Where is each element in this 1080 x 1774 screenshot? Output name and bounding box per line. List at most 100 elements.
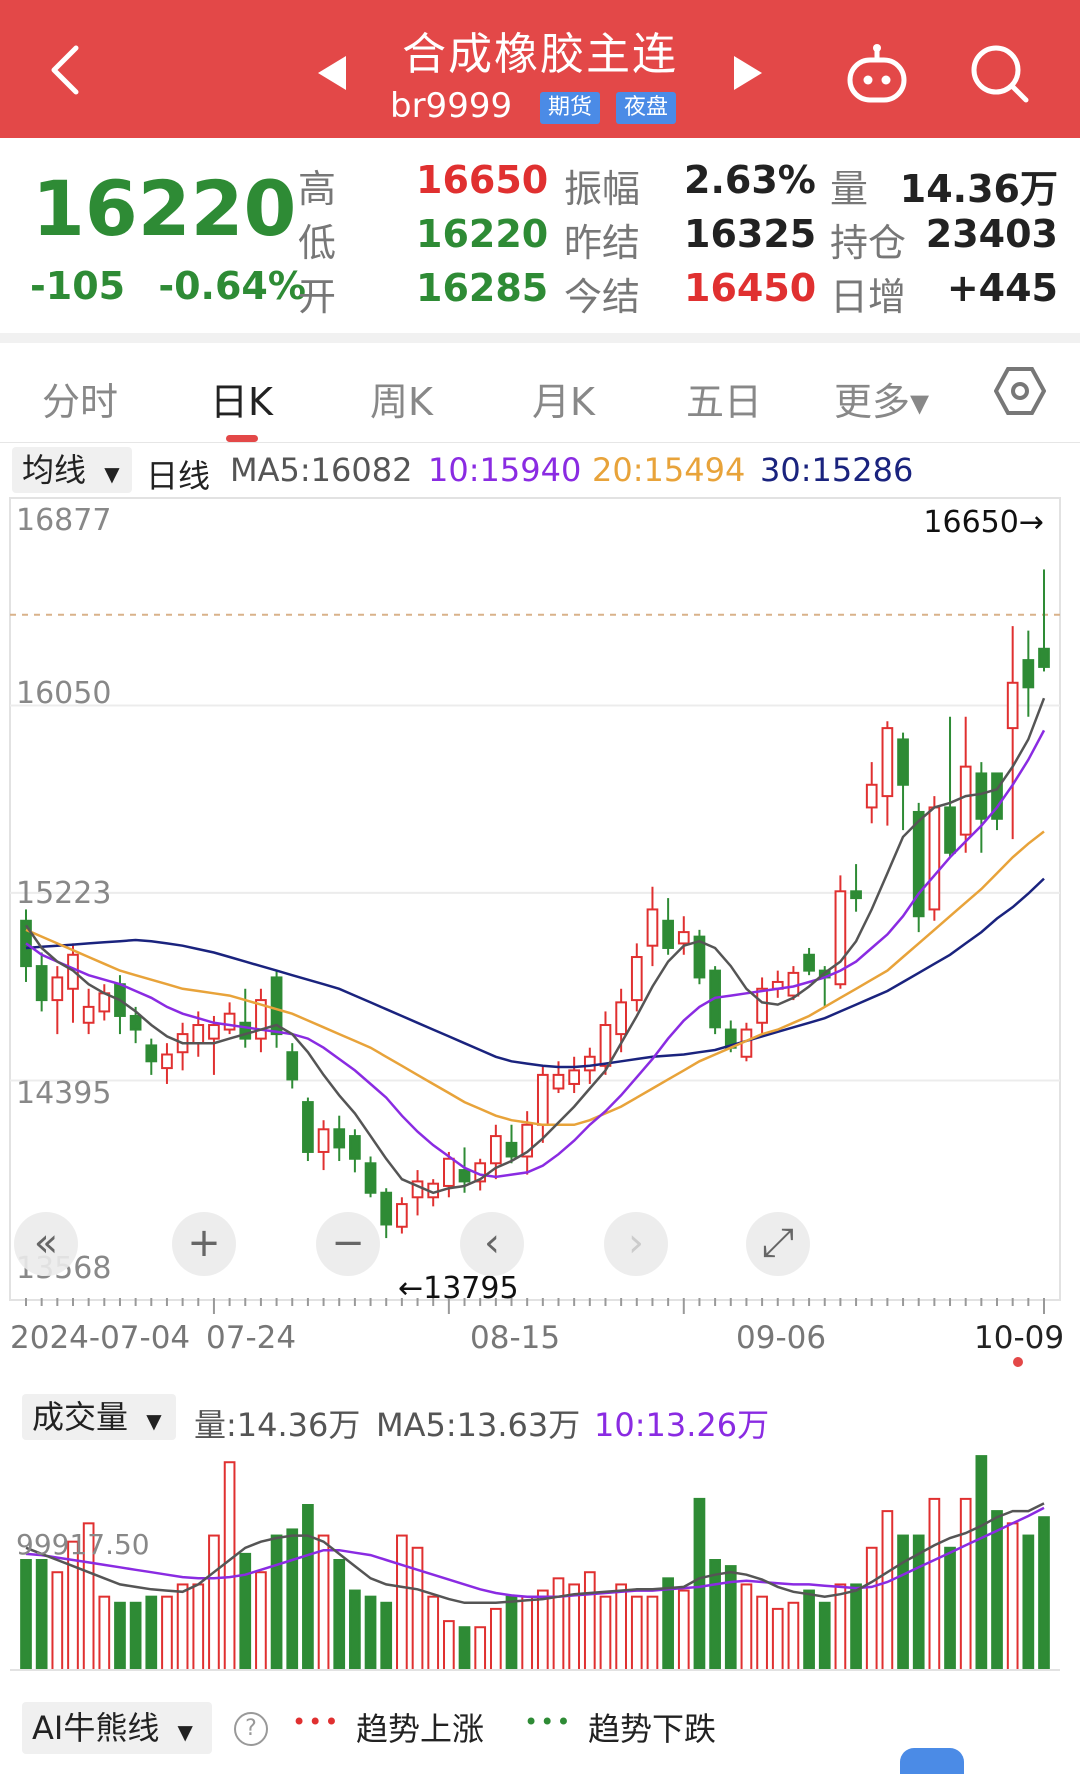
- volume-bar: [928, 1497, 941, 1672]
- volume-bar: [630, 1595, 643, 1671]
- tab-daily-k[interactable]: 日K: [210, 380, 273, 424]
- tab-five-day[interactable]: 五日: [686, 380, 763, 424]
- volume-bar: [803, 1589, 815, 1671]
- volume-bar: [1006, 1522, 1019, 1672]
- hexagon-settings-icon[interactable]: [994, 365, 1046, 417]
- candle-body: [834, 890, 847, 986]
- high-value: 16650: [416, 158, 549, 202]
- candle-body: [82, 1005, 95, 1024]
- y-tick-label: 16877: [16, 503, 111, 538]
- candle-body: [568, 1069, 581, 1085]
- prev-settle-label: 昨结: [564, 221, 641, 265]
- ai-line-dropdown-label: AI牛熊线: [32, 1709, 160, 1747]
- step-forward-button[interactable]: ›: [604, 1212, 668, 1276]
- open-interest-label: 持仓: [830, 221, 907, 265]
- candle-body: [411, 1180, 424, 1199]
- candle-body: [897, 738, 909, 786]
- candle-body: [255, 999, 267, 1040]
- x-tick-label: 2024-07-04: [10, 1320, 190, 1356]
- y-tick-label: 14395: [16, 1076, 111, 1111]
- x-tick-label: 09-06: [736, 1320, 826, 1356]
- candle-body: [709, 969, 721, 1029]
- candle-body: [959, 765, 972, 836]
- volume-bar: [67, 1540, 79, 1671]
- volume-bar: [975, 1455, 988, 1671]
- volume-bar: [98, 1595, 111, 1671]
- volume-bar: [489, 1607, 502, 1672]
- volume-bar: [176, 1583, 189, 1672]
- volume-bar: [693, 1497, 706, 1672]
- candle-body: [1022, 659, 1035, 689]
- ma10-line: [25, 729, 1046, 1179]
- trend-up-dots-icon: •••: [292, 1708, 341, 1736]
- volume-bar: [1038, 1516, 1050, 1671]
- help-circle-icon[interactable]: ?: [234, 1712, 268, 1746]
- candle-body: [443, 1157, 455, 1187]
- volume-label: 量: [830, 167, 869, 211]
- volume-legend-bar: 成交量 ▼ 量:14.36万 MA5:13.63万 10:13.26万: [0, 1392, 1080, 1448]
- floating-assistant-icon[interactable]: [900, 1748, 964, 1774]
- last-price: 16220: [32, 164, 297, 253]
- volume-value: 14.36万: [899, 167, 1058, 211]
- change-value: -105: [30, 264, 126, 308]
- step-back-button[interactable]: ‹: [460, 1212, 524, 1276]
- volume-dropdown[interactable]: 成交量 ▼: [22, 1394, 176, 1440]
- volume-bar: [944, 1546, 956, 1672]
- trend-down-dots-icon: •••: [524, 1708, 573, 1736]
- volume-bar: [583, 1571, 596, 1671]
- tab-intraday[interactable]: 分时: [42, 380, 119, 424]
- period-tabs: 分时 日K 周K 月K 五日 更多▾: [0, 343, 1080, 443]
- candle-body: [349, 1135, 361, 1160]
- ai-bull-bear-bar: AI牛熊线 ▼ ? ••• 趋势上涨 ••• 趋势下跌: [0, 1690, 1080, 1774]
- candle-body: [364, 1162, 377, 1194]
- candle-body: [208, 1024, 220, 1040]
- candle-body: [724, 1028, 737, 1049]
- candle-body: [615, 1001, 627, 1036]
- volume-bar: [458, 1626, 471, 1671]
- candle-body: [552, 1073, 565, 1090]
- volume-bar: [505, 1595, 518, 1671]
- volume-bar: [380, 1601, 393, 1672]
- top-bar: 合成橡胶主连 br9999 期货 夜盘: [0, 0, 1080, 138]
- candle-body: [975, 772, 988, 820]
- volume-dropdown-label: 成交量: [32, 1398, 129, 1436]
- zoom-in-button[interactable]: +: [172, 1212, 236, 1276]
- y-tick-label: 15223: [16, 876, 111, 911]
- tab-weekly-k[interactable]: 周K: [370, 380, 433, 424]
- quote-panel: 16220 -105 -0.64% 高 16650 振幅 2.63% 量 14.…: [0, 138, 1080, 338]
- change-percent: -0.64%: [158, 264, 306, 308]
- ma20-line: [25, 830, 1045, 1127]
- fullscreen-button[interactable]: ⤢: [746, 1212, 810, 1276]
- volume-bar: [897, 1534, 909, 1671]
- open-value: 16285: [416, 266, 549, 310]
- ai-line-dropdown[interactable]: AI牛熊线 ▼: [22, 1702, 212, 1754]
- y-tick-label: 16050: [16, 676, 111, 711]
- volume-bar: [396, 1534, 408, 1671]
- robot-assistant-icon[interactable]: [844, 40, 910, 106]
- next-contract-icon[interactable]: [734, 56, 762, 90]
- volume-bar: [443, 1620, 455, 1671]
- volume-bar: [474, 1626, 487, 1671]
- volume-bar: [82, 1522, 95, 1672]
- volume-bar: [411, 1546, 424, 1672]
- candle-body: [850, 890, 862, 900]
- zoom-out-button[interactable]: −: [316, 1212, 380, 1276]
- indicator-dropdown[interactable]: 均线 ▼: [12, 447, 132, 493]
- candle-body: [270, 976, 283, 1036]
- back-arrow-icon[interactable]: [40, 42, 96, 98]
- low-price-marker: ←13795: [398, 1271, 519, 1306]
- volume-bar: [223, 1461, 236, 1671]
- volume-bar: [270, 1534, 283, 1671]
- candle-body: [35, 965, 48, 1002]
- current-date-dot: [1013, 1357, 1023, 1367]
- low-label: 低: [298, 221, 337, 265]
- volume-bar: [1022, 1534, 1035, 1671]
- divider: [0, 333, 1080, 343]
- scroll-left-button[interactable]: «: [14, 1212, 78, 1276]
- tab-monthly-k[interactable]: 月K: [532, 380, 595, 424]
- prev-contract-icon[interactable]: [318, 56, 346, 90]
- volume-bar: [521, 1595, 534, 1671]
- settle-value: 16450: [684, 266, 817, 310]
- tab-more[interactable]: 更多▾: [834, 380, 930, 424]
- search-icon[interactable]: [966, 40, 1032, 106]
